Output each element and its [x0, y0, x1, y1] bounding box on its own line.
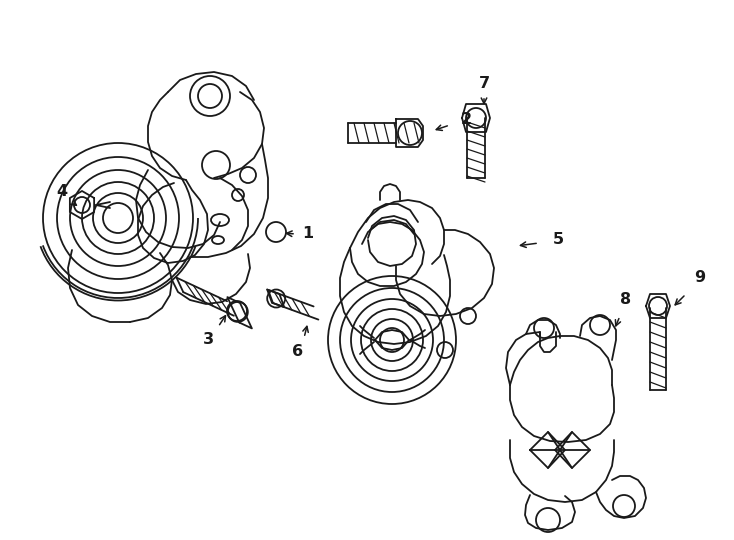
Text: 3: 3	[203, 333, 214, 348]
Text: 5: 5	[553, 233, 564, 247]
Text: 9: 9	[694, 271, 705, 286]
Text: 4: 4	[57, 185, 68, 199]
Text: 2: 2	[460, 112, 471, 127]
Text: 1: 1	[302, 226, 313, 241]
Text: 6: 6	[292, 345, 304, 360]
Text: 8: 8	[620, 293, 631, 307]
Text: 7: 7	[479, 77, 490, 91]
